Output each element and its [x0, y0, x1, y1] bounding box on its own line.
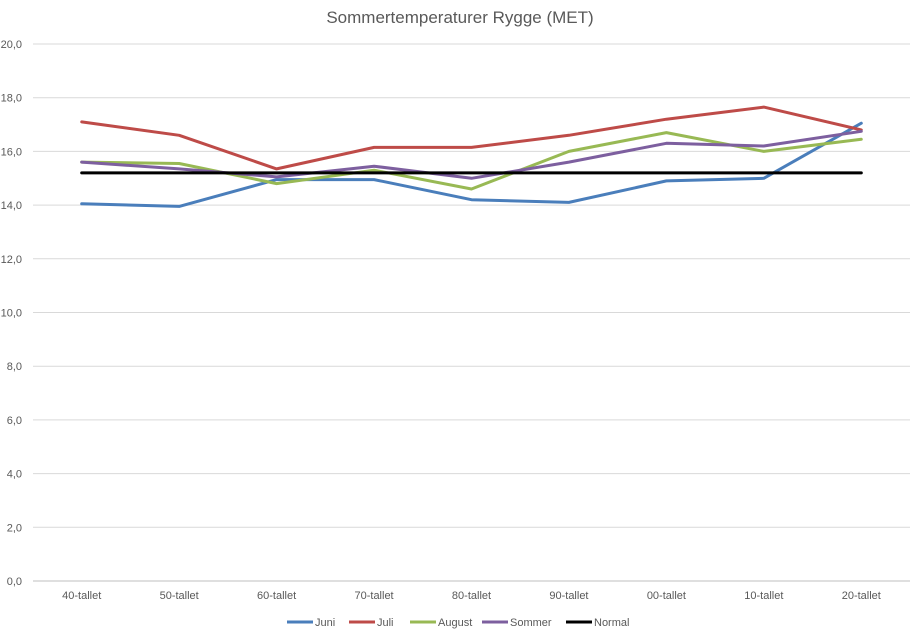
x-tick-label: 00-tallet	[647, 590, 686, 602]
legend-label: August	[438, 617, 472, 629]
x-tick-label: 40-tallet	[62, 590, 101, 602]
y-tick-label: 18,0	[1, 93, 22, 105]
y-tick-label: 10,0	[1, 308, 22, 320]
y-tick-label: 0,0	[7, 576, 22, 588]
y-tick-label: 14,0	[1, 200, 22, 212]
x-axis-tick-labels: 40-tallet 50-tallet 60-tallet 70-tallet 80-t…	[62, 590, 881, 602]
y-tick-label: 16,0	[1, 146, 22, 158]
gridlines	[33, 43, 910, 582]
series-line-sommer	[80, 129, 863, 180]
legend-label: Juli	[377, 617, 394, 629]
y-tick-label: 6,0	[7, 415, 22, 427]
legend-label: Sommer	[510, 617, 552, 629]
series-lines	[80, 105, 863, 208]
y-tick-label: 20,0	[1, 39, 22, 51]
legend: Juni Juli August Sommer Normal	[287, 617, 629, 629]
legend-label: Juni	[315, 617, 335, 629]
y-tick-label: 8,0	[7, 361, 22, 373]
x-tick-label: 20-tallet	[842, 590, 881, 602]
x-tick-label: 80-tallet	[452, 590, 491, 602]
y-tick-label: 12,0	[1, 254, 22, 266]
y-tick-label: 2,0	[7, 522, 22, 534]
series-line-juni	[80, 121, 863, 208]
chart-title: Sommertemperaturer Rygge (MET)	[326, 8, 593, 27]
x-tick-label: 70-tallet	[354, 590, 393, 602]
x-tick-label: 60-tallet	[257, 590, 296, 602]
y-axis-tick-labels: 0,0 2,0 4,0 6,0 8,0 10,0 12,0 14,0 16,0 18,0 20,0	[1, 39, 22, 588]
series-line-juli	[80, 105, 863, 171]
legend-label: Normal	[594, 617, 629, 629]
y-tick-label: 4,0	[7, 469, 22, 481]
x-tick-label: 10-tallet	[744, 590, 783, 602]
x-tick-label: 50-tallet	[160, 590, 199, 602]
x-tick-label: 90-tallet	[549, 590, 588, 602]
